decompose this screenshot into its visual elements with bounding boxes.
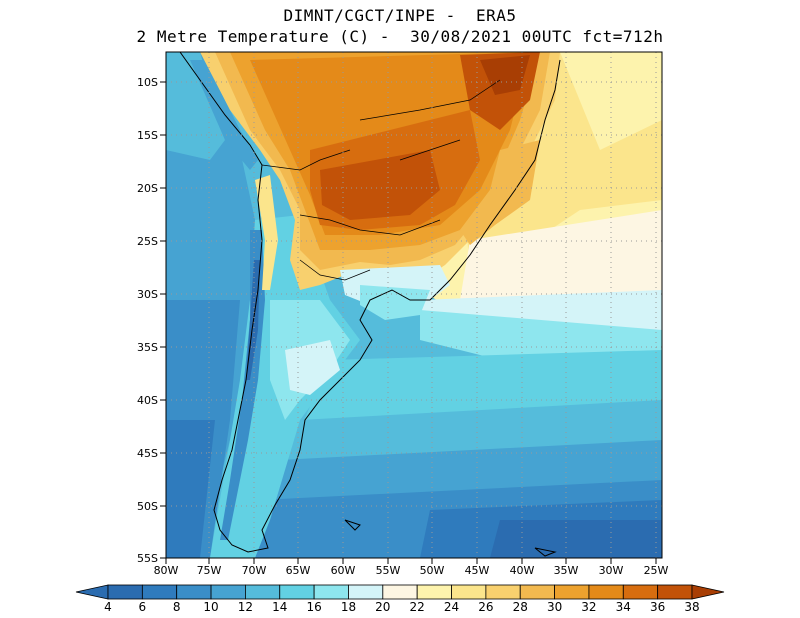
lat-label: 20S xyxy=(137,182,158,195)
colorbar-swatch xyxy=(416,584,452,600)
temperature-field xyxy=(166,52,662,558)
lat-label: 45S xyxy=(137,447,158,460)
colorbar-swatch xyxy=(519,584,555,600)
lon-label: 80W xyxy=(154,564,179,577)
lat-label: 35S xyxy=(137,341,158,354)
colorbar-label: 6 xyxy=(139,600,147,614)
colorbar-swatch xyxy=(245,584,281,600)
colorbar-swatch xyxy=(279,584,315,600)
map-title-line2: 2 Metre Temperature (C) - 30/08/2021 00U… xyxy=(136,27,664,46)
colorbar-label: 8 xyxy=(173,600,181,614)
lon-label: 60W xyxy=(331,564,356,577)
colorbar-label: 24 xyxy=(444,600,459,614)
colorbar-label: 14 xyxy=(272,600,287,614)
colorbar-swatch xyxy=(313,584,349,600)
lat-label: 15S xyxy=(137,129,158,142)
colorbar-label: 26 xyxy=(478,600,493,614)
colorbar-swatch xyxy=(382,584,418,600)
colorbar-label: 4 xyxy=(104,600,112,614)
colorbar-arrow-low xyxy=(75,584,109,600)
colorbar-label: 34 xyxy=(616,600,631,614)
colorbar-label: 30 xyxy=(547,600,562,614)
colorbar-swatch xyxy=(485,584,521,600)
lon-label: 50W xyxy=(420,564,445,577)
colorbar-swatch xyxy=(622,584,659,600)
colorbar-arrow-high xyxy=(691,584,725,600)
colorbar-swatch xyxy=(554,584,590,600)
colorbar-label: 32 xyxy=(581,600,596,614)
colorbar-swatch xyxy=(107,584,143,600)
colorbar-label: 12 xyxy=(238,600,253,614)
lon-label: 45W xyxy=(465,564,490,577)
colorbar-label: 38 xyxy=(684,600,699,614)
latitude-axis: 10S 15S 20S 25S 30S 35S 40S 45S 50S 55S xyxy=(137,76,166,565)
lat-label: 50S xyxy=(137,500,158,513)
lon-label: 65W xyxy=(286,564,311,577)
colorbar-swatch xyxy=(141,584,178,600)
lon-label: 70W xyxy=(242,564,267,577)
lat-label: 55S xyxy=(137,552,158,565)
lon-label: 75W xyxy=(197,564,222,577)
lat-label: 30S xyxy=(137,288,158,301)
lon-label: 35W xyxy=(554,564,579,577)
colorbar-swatch xyxy=(176,584,212,600)
colorbar: 4 6 8 10 12 14 16 18 20 22 24 26 28 30 32 34 36 38 xyxy=(75,584,725,614)
longitude-axis: 80W 75W 70W 65W 60W 55W 50W 45W 40W 35W 30W 25W xyxy=(154,558,669,577)
colorbar-label: 10 xyxy=(203,600,218,614)
colorbar-swatch xyxy=(210,584,246,600)
colorbar-swatch xyxy=(451,584,487,600)
lat-label: 10S xyxy=(137,76,158,89)
lon-label: 40W xyxy=(510,564,535,577)
colorbar-label: 16 xyxy=(306,600,321,614)
colorbar-label: 28 xyxy=(513,600,528,614)
lon-label: 25W xyxy=(644,564,669,577)
colorbar-swatch xyxy=(588,584,624,600)
map-title-line1: DIMNT/CGCT/INPE - ERA5 xyxy=(283,6,517,25)
coastlines xyxy=(179,52,561,557)
lon-label: 30W xyxy=(599,564,624,577)
colorbar-label: 20 xyxy=(375,600,390,614)
colorbar-label: 36 xyxy=(650,600,665,614)
colorbar-swatch xyxy=(657,584,693,600)
lat-label: 25S xyxy=(137,235,158,248)
colorbar-swatch xyxy=(348,584,384,600)
lon-label: 55W xyxy=(376,564,401,577)
lat-label: 40S xyxy=(137,394,158,407)
map-frame xyxy=(165,51,663,559)
colorbar-label: 22 xyxy=(410,600,425,614)
colorbar-label: 18 xyxy=(341,600,356,614)
